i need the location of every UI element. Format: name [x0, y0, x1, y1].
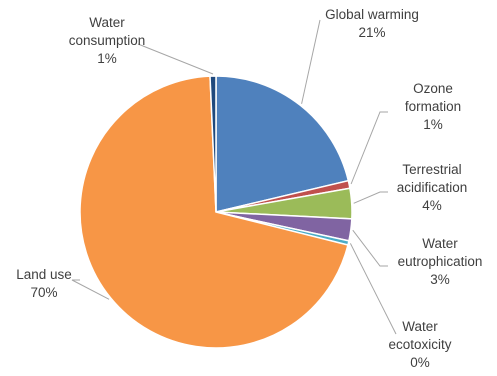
leader-line-global-warming — [301, 19, 321, 104]
label-water-consumption: Water consumption 1% — [62, 14, 152, 68]
leader-line-terrestrial-acidification — [353, 191, 388, 204]
label-global-warming: Global warming 21% — [312, 6, 432, 42]
label-text-line: Water — [422, 236, 458, 251]
label-text-line: Global warming — [325, 7, 419, 22]
label-text-line: eutrophication — [397, 254, 483, 269]
leader-lines — [71, 19, 397, 335]
label-percent: 1% — [97, 51, 117, 66]
pie-slices — [79, 75, 353, 349]
label-land-use: Land use 70% — [6, 266, 82, 302]
label-text-line: Ozone — [413, 81, 453, 96]
label-percent: 0% — [410, 355, 430, 370]
label-ozone-formation: Ozone formation 1% — [388, 80, 478, 134]
leader-line-water-consumption — [137, 43, 214, 75]
pie-slice-global-warming — [215, 75, 350, 213]
label-text-line: ecotoxicity — [388, 337, 452, 352]
label-text-line: acidification — [396, 180, 468, 195]
label-text-line: Land use — [16, 267, 72, 282]
label-percent: 3% — [430, 272, 450, 287]
label-percent: 70% — [30, 285, 58, 300]
label-percent: 4% — [422, 198, 442, 213]
label-text-line: consumption — [68, 33, 146, 48]
pie-slice-land-use — [79, 75, 349, 349]
leader-line-land-use — [71, 279, 110, 300]
pie-slice-water-consumption — [209, 75, 217, 213]
label-water-ecotoxicity: Water ecotoxicity 0% — [380, 318, 460, 372]
label-percent: 21% — [358, 25, 386, 40]
label-text-line: Water — [402, 319, 438, 334]
leader-line-water-eutrophication — [352, 229, 388, 267]
label-text-line: Water — [89, 15, 125, 30]
label-text-line: Terrestrial — [402, 162, 462, 177]
label-water-eutrophication: Water eutrophication 3% — [388, 235, 492, 289]
label-percent: 1% — [423, 117, 443, 132]
label-text-line: formation — [404, 99, 462, 114]
label-terrestrial-acidification: Terrestrial acidification 4% — [382, 161, 482, 215]
leader-line-ozone-formation — [350, 111, 388, 185]
leader-line-water-ecotoxicity — [349, 243, 397, 335]
